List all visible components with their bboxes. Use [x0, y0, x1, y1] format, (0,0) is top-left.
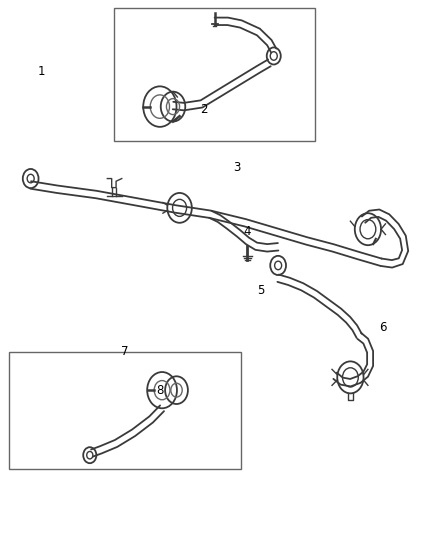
Bar: [114, 8, 315, 141]
Bar: [9, 352, 241, 469]
Text: 5: 5: [257, 284, 264, 297]
Text: 8: 8: [156, 384, 163, 397]
Text: 4: 4: [244, 225, 251, 238]
Text: 7: 7: [121, 345, 129, 358]
Text: 2: 2: [200, 103, 208, 116]
Text: 3: 3: [233, 161, 240, 174]
Text: 6: 6: [379, 321, 387, 334]
Text: 1: 1: [38, 66, 46, 78]
